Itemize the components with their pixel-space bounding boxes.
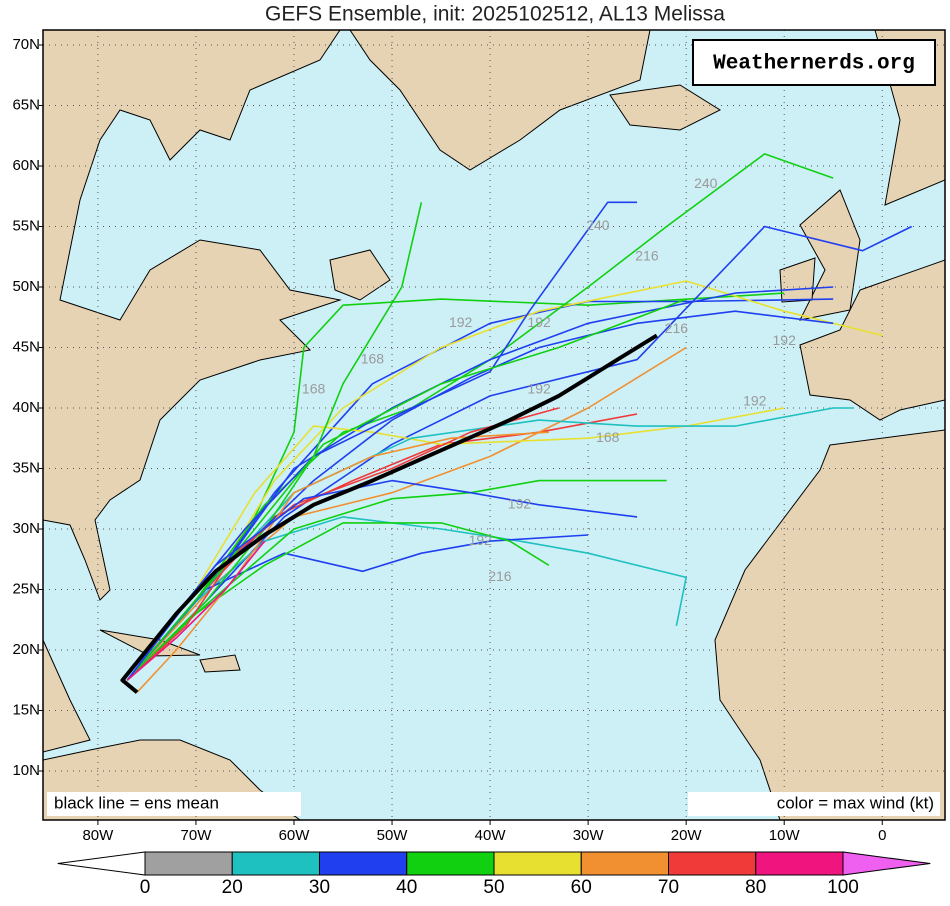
- colorbar-label: 80: [745, 877, 766, 898]
- greenland: [349, 30, 651, 171]
- hour-label: 216: [665, 320, 689, 336]
- ensemble-track: [126, 298, 687, 681]
- hispaniola: [199, 654, 241, 673]
- hour-labels: 168 168 192 192 192 216 240 240 216 192 192 168 192 1…: [302, 175, 796, 584]
- annotation-box: [688, 792, 940, 816]
- y-tick-label: 35N: [12, 459, 40, 476]
- y-tick-label: 60N: [12, 157, 40, 174]
- colorbar-box: [144, 851, 233, 876]
- x-tick-label: 50W: [377, 827, 409, 844]
- ensemble-track: [126, 153, 834, 681]
- x-tick-label: 80W: [82, 827, 114, 844]
- ensemble-mean-track: [120, 333, 658, 694]
- y-tick-label: 20N: [12, 641, 40, 658]
- iceland: [609, 84, 722, 131]
- colorbar-box: [755, 851, 844, 876]
- colorbar-label: 0: [140, 877, 151, 898]
- colorbar-box: [668, 851, 757, 876]
- colorbar-label: 30: [309, 877, 330, 898]
- hour-label: 192: [773, 332, 797, 348]
- y-tick-label: 10N: [12, 762, 40, 779]
- colorbar-label: 70: [658, 877, 679, 898]
- annotation: color = max wind (kt): [777, 793, 934, 812]
- hour-label: 192: [527, 381, 551, 397]
- x-tick-label: 20W: [671, 827, 703, 844]
- watermark-box: [692, 39, 936, 86]
- ensemble-track: [126, 407, 559, 681]
- grid: [43, 30, 945, 820]
- africa: [714, 429, 945, 820]
- watermark: Weathernerds.org: [713, 53, 915, 76]
- north-america: [43, 30, 342, 601]
- y-tick-label: 40N: [12, 399, 40, 416]
- y-tick-label: 15N: [12, 701, 40, 718]
- colorbar-box: [580, 851, 669, 876]
- y-tick-label: 65N: [12, 96, 40, 113]
- hour-label: 168: [596, 429, 620, 445]
- hour-label: 192: [449, 314, 473, 330]
- hour-label: 192: [508, 496, 532, 512]
- colorbar-label: 40: [396, 877, 417, 898]
- hour-label: 216: [488, 568, 512, 584]
- colorbar-box: [231, 851, 320, 876]
- axes: 80W 70W 60W 50W 40W 30W 20W 10W 0 10N 15N 20N 25N 30N…: [12, 36, 886, 844]
- colorbar: 0 20 30 40 50 60 70 80 100: [57, 851, 931, 898]
- hour-label: 168: [302, 381, 326, 397]
- y-tick-label: 45N: [12, 338, 40, 355]
- x-tick-label: 10W: [769, 827, 801, 844]
- ensemble-track: [136, 431, 549, 693]
- x-tick-label: 0: [878, 827, 886, 844]
- annotation: black line = ens mean: [54, 793, 219, 812]
- hour-label: 216: [635, 247, 659, 263]
- hour-label: 192: [527, 314, 551, 330]
- hour-label: 192: [743, 393, 767, 409]
- x-tick-label: 30W: [573, 827, 605, 844]
- colorbar-box: [406, 851, 495, 876]
- annotation-box: [47, 792, 301, 816]
- ensemble-track: [126, 516, 688, 681]
- y-tick-label: 25N: [12, 580, 40, 597]
- ensemble-track: [126, 522, 550, 681]
- colorbar-label: 50: [483, 877, 504, 898]
- colorbar-under: [57, 851, 146, 876]
- x-tick-label: 70W: [181, 827, 213, 844]
- colorbar-over: [842, 851, 931, 876]
- ensemble-track: [126, 225, 913, 681]
- central-america: [43, 639, 91, 753]
- hour-label: 240: [586, 217, 610, 233]
- map-frame: [42, 29, 946, 821]
- hour-label: 240: [694, 175, 718, 191]
- x-tick-label: 60W: [279, 827, 311, 844]
- y-tick-label: 55N: [12, 217, 40, 234]
- europe: [799, 259, 945, 421]
- ensemble-track: [126, 540, 266, 681]
- colorbar-box: [319, 851, 408, 876]
- ensemble-track: [126, 479, 638, 681]
- colorbar-label: 60: [571, 877, 592, 898]
- y-tick-label: 70N: [12, 36, 40, 53]
- colorbar-box: [493, 851, 582, 876]
- hour-label: 168: [361, 350, 385, 366]
- tracks: [120, 153, 913, 694]
- colorbar-label: 100: [827, 877, 859, 898]
- y-tick-label: 50N: [12, 278, 40, 295]
- y-tick-label: 30N: [12, 520, 40, 537]
- x-tick-label: 40W: [475, 827, 507, 844]
- colorbar-label: 20: [222, 877, 243, 898]
- newfoundland: [329, 249, 391, 301]
- title: GEFS Ensemble, init: 2025102512, AL13 Me…: [265, 3, 725, 26]
- hour-label: 192: [469, 532, 493, 548]
- ensemble-track: [126, 407, 785, 681]
